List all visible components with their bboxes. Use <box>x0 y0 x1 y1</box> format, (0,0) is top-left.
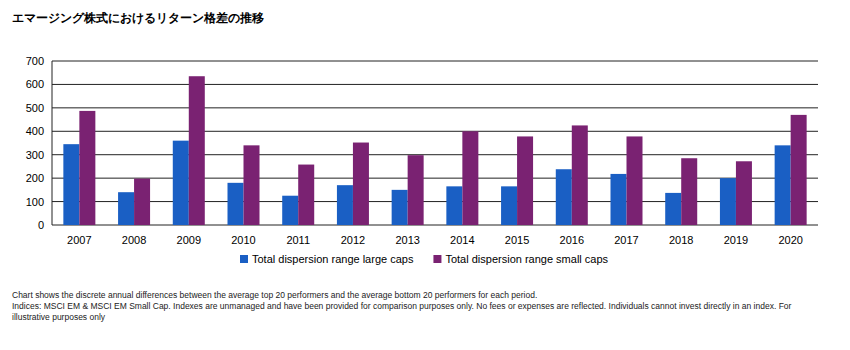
legend-label: Total dispersion range large caps <box>252 253 414 265</box>
y-tick-label: 500 <box>26 102 44 114</box>
x-tick-label: 2018 <box>669 234 693 246</box>
title: エマージング株式におけるリターン格差の推移 <box>12 11 264 25</box>
bar <box>63 144 79 225</box>
x-tick-label: 2010 <box>231 234 255 246</box>
y-axis-line <box>52 61 53 225</box>
bar <box>392 190 408 225</box>
bar <box>736 161 752 225</box>
x-tick-label: 2014 <box>450 234 474 246</box>
footnote: Chart shows the discrete annual differen… <box>12 290 537 300</box>
bar <box>462 131 478 225</box>
x-tick-label: 2019 <box>724 234 748 246</box>
grid-line <box>52 225 818 226</box>
legend-swatch <box>433 255 441 263</box>
grid-line <box>52 107 818 108</box>
y-tick-label: 300 <box>26 149 44 161</box>
bar <box>337 185 353 225</box>
bar <box>298 165 314 225</box>
footnote: Indices: MSCI EM & MSCI EM Small Cap. In… <box>12 301 792 311</box>
bar <box>720 178 736 225</box>
grid-line <box>52 61 818 62</box>
bar <box>501 186 517 225</box>
legend-swatch <box>240 255 248 263</box>
bar <box>189 76 205 225</box>
grid-line <box>52 131 818 132</box>
x-tick-label: 2016 <box>560 234 584 246</box>
bars <box>63 76 806 225</box>
bar <box>408 155 424 225</box>
bar <box>775 145 791 225</box>
bar <box>244 145 260 225</box>
bar <box>791 115 807 225</box>
bar <box>611 174 627 225</box>
legend: Total dispersion range large caps Total d… <box>240 253 609 265</box>
legend-label: Total dispersion range small caps <box>445 253 608 265</box>
x-tick-label: 2011 <box>286 234 310 246</box>
y-tick-label: 400 <box>26 125 44 137</box>
grid-line <box>52 154 818 155</box>
bar <box>446 186 462 225</box>
x-tick-label: 2009 <box>177 234 201 246</box>
footnote: illustrative purposes only <box>12 312 106 322</box>
y-tick-label: 100 <box>26 196 44 208</box>
x-tick-label: 2017 <box>614 234 638 246</box>
bar <box>665 193 681 225</box>
x-tick-label: 2015 <box>505 234 529 246</box>
bar <box>134 179 150 225</box>
bar <box>627 136 643 225</box>
x-tick-label: 2012 <box>341 234 365 246</box>
bar <box>681 158 697 225</box>
bar <box>118 192 134 225</box>
x-tick-label: 2008 <box>122 234 146 246</box>
bar <box>228 183 244 225</box>
chart: エマージング株式におけるリターン格差の推移 0 100 200 300 400 500 600… <box>0 0 850 350</box>
y-tick-label: 0 <box>38 219 44 231</box>
bar <box>282 196 298 225</box>
x-tick-label: 2013 <box>395 234 419 246</box>
bar <box>517 136 533 225</box>
grid-line <box>52 178 818 179</box>
y-tick-label: 600 <box>26 78 44 90</box>
x-tick-label: 2020 <box>778 234 802 246</box>
bar <box>79 111 95 225</box>
bar <box>173 141 189 225</box>
x-tick-label: 2007 <box>67 234 91 246</box>
bar <box>556 169 572 225</box>
grid-line <box>52 201 818 202</box>
bar <box>572 125 588 225</box>
y-tick-label: 700 <box>26 55 44 67</box>
y-tick-label: 200 <box>26 172 44 184</box>
grid-line <box>52 84 818 85</box>
bar <box>353 143 369 225</box>
